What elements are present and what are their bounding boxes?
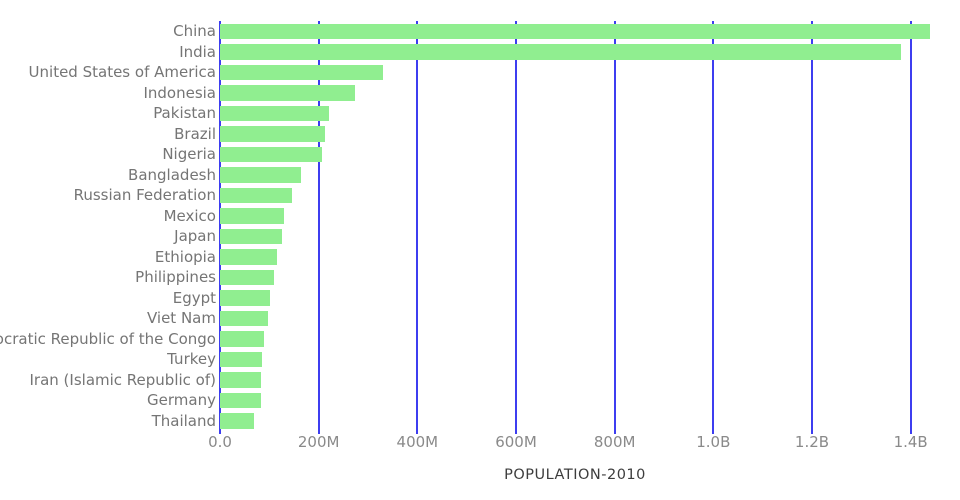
- bar: [220, 187, 292, 203]
- plot-area: [219, 21, 960, 434]
- x-tick-label: 600M: [495, 433, 537, 451]
- category-label: Pakistan: [153, 104, 216, 122]
- category-label: Iran (Islamic Republic of): [29, 370, 217, 389]
- x-tick-label: 400M: [396, 433, 439, 451]
- bar: [220, 310, 268, 326]
- category-label: Japan: [174, 227, 216, 245]
- category-label: Mexico: [163, 206, 216, 225]
- bar: [220, 392, 262, 408]
- bar: [220, 351, 262, 367]
- category-label: Turkey: [167, 350, 216, 368]
- bar: [220, 23, 931, 39]
- category-label: Brazil: [174, 124, 216, 143]
- category-label: China: [173, 22, 216, 40]
- bar: [220, 105, 329, 121]
- category-label: Germany: [147, 391, 216, 409]
- bar: [220, 85, 355, 101]
- bar: [220, 290, 271, 306]
- bar: [220, 269, 275, 285]
- category-label: Indonesia: [143, 83, 216, 102]
- category-label: Viet Nam: [146, 309, 216, 327]
- category-label: India: [179, 42, 216, 61]
- bar: [220, 44, 901, 60]
- bar: [220, 64, 384, 80]
- gridline: [613, 21, 616, 434]
- bar: [220, 372, 262, 388]
- gridline: [515, 21, 517, 434]
- gridline: [909, 21, 912, 434]
- category-label: Ethiopia: [154, 247, 216, 266]
- gridline: [416, 21, 419, 434]
- bar: [220, 167, 302, 183]
- bar: [220, 331, 265, 347]
- bar: [220, 413, 255, 429]
- x-tick-label: 0.0: [208, 433, 232, 451]
- bar: [220, 228, 283, 244]
- x-tick-label: 800M: [593, 433, 636, 451]
- category-label: United States of America: [28, 63, 216, 81]
- gridline: [712, 21, 715, 434]
- gridline: [219, 21, 221, 434]
- bar: [220, 249, 277, 265]
- category-label: Russian Federation: [73, 186, 216, 204]
- category-label: Bangladesh: [128, 165, 216, 184]
- gridline: [317, 21, 320, 434]
- x-tick-label: 1.2B: [794, 433, 830, 451]
- bar: [220, 208, 284, 224]
- x-axis-title: POPULATION-2010: [504, 467, 646, 483]
- x-tick-label: 1.0B: [696, 433, 731, 451]
- category-label: Nigeria: [162, 145, 216, 163]
- category-label: Egypt: [172, 288, 216, 307]
- bar: [220, 126, 325, 142]
- category-label: Thailand: [151, 411, 216, 430]
- category-label: Philippines: [135, 268, 216, 286]
- bar: [220, 146, 322, 162]
- gridline: [811, 21, 813, 434]
- x-tick-label: 200M: [297, 433, 340, 451]
- category-label: Democratic Republic of the Congo: [0, 329, 216, 348]
- x-tick-label: 1.4B: [893, 433, 928, 451]
